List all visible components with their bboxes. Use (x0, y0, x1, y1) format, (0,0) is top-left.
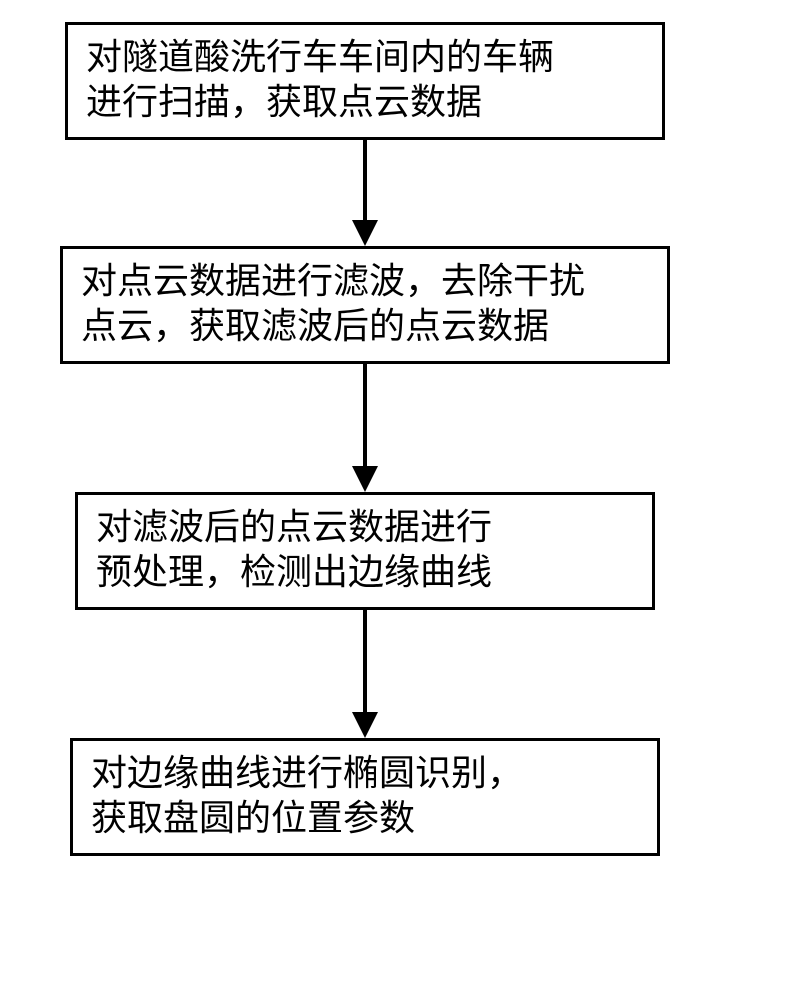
arrow-line (363, 140, 367, 220)
flow-step-1: 对隧道酸洗行车车间内的车辆 进行扫描，获取点云数据 (65, 22, 665, 140)
flow-step-2: 对点云数据进行滤波，去除干扰 点云，获取滤波后的点云数据 (60, 246, 670, 364)
flow-arrow (352, 610, 378, 738)
flow-arrow (352, 364, 378, 492)
flow-arrow (352, 140, 378, 246)
arrow-line (363, 364, 367, 466)
flow-step-3: 对滤波后的点云数据进行 预处理，检测出边缘曲线 (75, 492, 655, 610)
flow-step-text: 对滤波后的点云数据进行 预处理，检测出边缘曲线 (96, 505, 492, 595)
arrow-head-icon (352, 466, 378, 492)
flowchart-container: 对隧道酸洗行车车间内的车辆 进行扫描，获取点云数据对点云数据进行滤波，去除干扰 … (60, 22, 670, 856)
flow-step-text: 对隧道酸洗行车车间内的车辆 进行扫描，获取点云数据 (86, 35, 554, 125)
arrow-head-icon (352, 220, 378, 246)
flow-step-text: 对点云数据进行滤波，去除干扰 点云，获取滤波后的点云数据 (81, 259, 585, 349)
flow-step-4: 对边缘曲线进行椭圆识别， 获取盘圆的位置参数 (70, 738, 660, 856)
flow-step-text: 对边缘曲线进行椭圆识别， 获取盘圆的位置参数 (91, 751, 523, 841)
arrow-head-icon (352, 712, 378, 738)
arrow-line (363, 610, 367, 712)
